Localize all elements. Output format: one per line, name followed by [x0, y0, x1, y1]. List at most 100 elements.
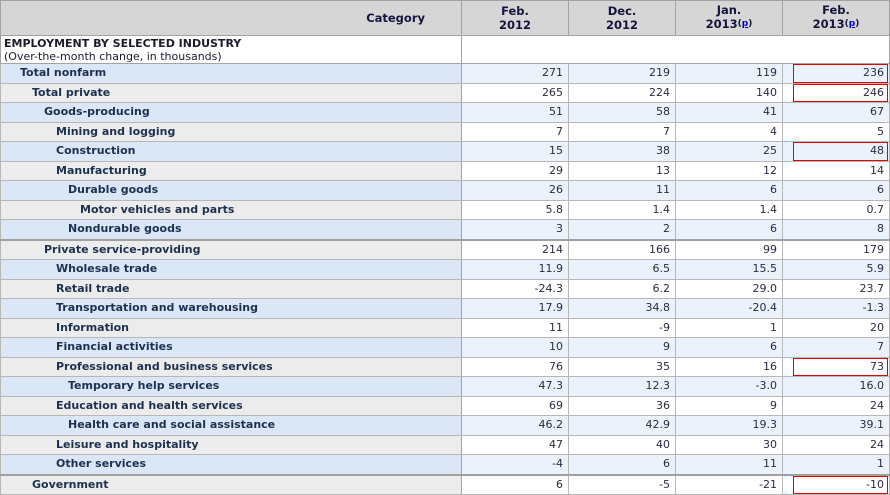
value-cell: 11	[675, 454, 783, 475]
value-text: 224	[649, 85, 670, 99]
value-text: 7	[663, 124, 670, 138]
value-cell: 9	[568, 337, 676, 358]
value-text: 6	[770, 222, 777, 235]
value-cell: 36	[568, 395, 676, 416]
value-text: 219	[649, 66, 670, 79]
value-text: -3.0	[755, 379, 777, 392]
month-column-header: Feb. 2013(p)	[782, 0, 890, 36]
value-cell: 6	[675, 219, 783, 240]
category-cell: Total private	[0, 82, 462, 103]
value-text: 6	[770, 340, 777, 353]
value-cell: 5	[782, 121, 890, 142]
value-cell: 179	[782, 238, 890, 260]
table-row: Other services -4 6 11 1	[0, 454, 890, 475]
year-label: 2013(p)	[705, 17, 753, 31]
month-column-header: Dec. 2012	[568, 0, 676, 36]
value-cell: 1.4	[675, 199, 783, 220]
value-cell: 8	[782, 219, 890, 240]
value-cell: -4	[461, 454, 569, 475]
value-cell: 67	[782, 102, 890, 123]
table-row: Private service-providing 214 166 99 179	[0, 238, 890, 260]
value-cell: -1.3	[782, 298, 890, 319]
value-cell: 24	[782, 434, 890, 455]
month-label: Jan.	[716, 3, 742, 17]
value-text: 13	[656, 163, 670, 177]
value-text: 67	[870, 105, 884, 118]
value-text: 23.7	[859, 281, 885, 295]
value-cell: 26	[461, 180, 569, 201]
value-text: 6	[663, 457, 670, 470]
value-text: 6	[877, 183, 884, 196]
footnote-p-link[interactable]: p	[741, 19, 749, 29]
table-row: Nondurable goods 3 2 6 8	[0, 219, 890, 240]
table-row: Motor vehicles and parts 5.8 1.4 1.4 0.7	[0, 199, 890, 220]
value-cell: 119	[675, 63, 783, 84]
value-cell: 39.1	[782, 415, 890, 436]
value-cell: 16	[675, 356, 783, 377]
value-cell: 12	[675, 160, 783, 181]
month-label: Dec.	[607, 4, 637, 18]
value-cell: 16.0	[782, 376, 890, 397]
value-text: 29	[549, 163, 563, 177]
value-text: -24.3	[534, 281, 563, 295]
footnote-p-link[interactable]: p	[848, 19, 856, 29]
value-cell: 14	[782, 160, 890, 181]
table-row: Leisure and hospitality 47 40 30 24	[0, 434, 890, 455]
value-cell: -9	[568, 317, 676, 338]
value-text: 1	[770, 320, 777, 334]
value-cell: 42.9	[568, 415, 676, 436]
value-text: 1.4	[759, 202, 778, 216]
value-text: 15	[549, 144, 563, 157]
category-cell: Retail trade	[0, 278, 462, 299]
value-cell: -21	[675, 473, 783, 495]
value-cell: 5.9	[782, 259, 890, 280]
value-cell: 6	[568, 454, 676, 475]
value-text: 8	[877, 222, 884, 235]
value-text: -21	[759, 477, 777, 491]
value-cell: 1	[675, 317, 783, 338]
value-cell: 29	[461, 160, 569, 181]
category-cell: Durable goods	[0, 180, 462, 201]
value-text: 12	[763, 163, 777, 177]
preliminary-footnote: (p)	[844, 19, 860, 29]
table-row: Temporary help services 47.3 12.3 -3.0 16.0	[0, 376, 890, 397]
value-cell: 1	[782, 454, 890, 475]
year-label: 2012	[605, 18, 638, 32]
category-cell: Leisure and hospitality	[0, 434, 462, 455]
value-cell: 24	[782, 395, 890, 416]
table-row: Government 6 -5 -21 -10	[0, 473, 890, 495]
value-text: 6	[770, 183, 777, 196]
value-text: 236	[863, 66, 884, 79]
value-text: 51	[549, 105, 563, 118]
value-text: 10	[549, 340, 563, 353]
value-cell: 219	[568, 63, 676, 84]
category-cell: Motor vehicles and parts	[0, 199, 462, 220]
table-row: Professional and business services 76 35 16…	[0, 356, 890, 377]
value-cell: 17.9	[461, 298, 569, 319]
value-text: 76	[549, 359, 563, 373]
value-cell: 41	[675, 102, 783, 123]
value-cell: 7	[782, 337, 890, 358]
value-text: 19.3	[752, 418, 778, 431]
value-text: 140	[756, 85, 777, 99]
value-text: 5.9	[866, 262, 885, 275]
table-row: Information 11 -9 1 20	[0, 317, 890, 338]
value-cell: 3	[461, 219, 569, 240]
value-cell: 69	[461, 395, 569, 416]
month-column-header: Feb. 2012	[461, 0, 569, 36]
value-cell: 214	[461, 238, 569, 260]
value-text: -10	[866, 477, 884, 491]
value-cell: 11	[461, 317, 569, 338]
value-cell: 15	[461, 141, 569, 162]
value-text: 24	[870, 437, 884, 451]
category-cell: Information	[0, 317, 462, 338]
category-cell: Transportation and warehousing	[0, 298, 462, 319]
value-cell: 15.5	[675, 259, 783, 280]
value-cell: 246	[782, 82, 890, 103]
value-text: 11	[656, 183, 670, 196]
value-cell: 0.7	[782, 199, 890, 220]
table-row: Manufacturing 29 13 12 14	[0, 160, 890, 181]
value-cell: 6	[461, 473, 569, 495]
preliminary-footnote: (p)	[737, 19, 753, 29]
value-text: 16.0	[859, 379, 885, 392]
